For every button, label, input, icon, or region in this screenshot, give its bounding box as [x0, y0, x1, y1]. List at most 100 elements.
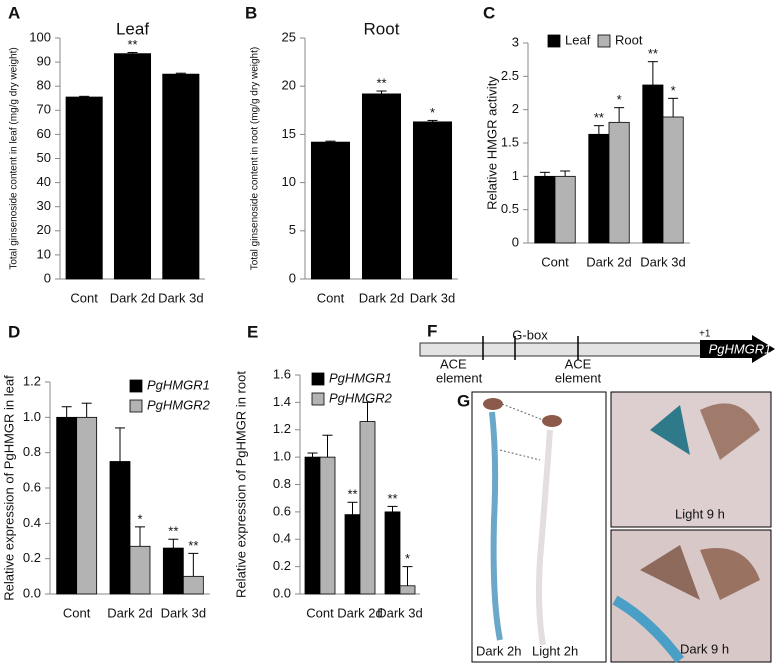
y-tick-label: 1.2 — [23, 373, 41, 388]
bar — [76, 416, 98, 595]
y-tick-label: 0 — [289, 270, 296, 285]
x-tick-label: Dark 2d — [359, 290, 405, 305]
chart-title: Leaf — [116, 19, 149, 38]
y-tick-label: 10 — [37, 246, 51, 261]
panel-letter: A — [8, 3, 20, 22]
y-tick-label: 0.4 — [273, 531, 291, 546]
chart-title: Root — [364, 19, 400, 38]
error-bar — [376, 90, 387, 94]
gene-arrow — [700, 335, 775, 363]
y-tick-label: 1.0 — [273, 449, 291, 464]
bar — [56, 416, 78, 595]
y-tick-label: 1.6 — [273, 366, 291, 381]
error-bar — [188, 552, 199, 577]
y-axis-label: Total ginsenoside content in root (mg/g … — [250, 47, 261, 270]
y-tick-label: 90 — [37, 54, 51, 69]
y-tick-label: 1 — [512, 168, 519, 183]
legend-swatch — [129, 379, 143, 393]
y-tick-label: 80 — [37, 78, 51, 93]
y-axis-label: Relative expression of PgHMGR in root — [233, 371, 248, 598]
bar — [554, 175, 576, 244]
y-tick-label: 0.0 — [273, 585, 291, 600]
significance: ** — [127, 37, 137, 52]
error-bar — [402, 566, 413, 586]
bar — [319, 456, 336, 595]
significance: * — [430, 105, 435, 120]
x-tick-label: Cont — [70, 290, 98, 305]
x-tick-label: Cont — [306, 605, 334, 620]
ace-label: element — [555, 370, 602, 385]
y-axis-label: Total ginsenoside content in leaf (mg/g … — [9, 47, 20, 269]
legend-label: PgHMGR1 — [329, 370, 392, 385]
photo-label: Light 9 h — [675, 506, 725, 521]
y-tick-label: 2 — [512, 101, 519, 116]
significance: * — [617, 92, 622, 107]
legend-swatch — [597, 34, 611, 48]
y-tick-label: 1.4 — [273, 394, 291, 409]
x-tick-label: Dark 3d — [161, 605, 207, 620]
photo-h: H Light 9 h Dark 9 h — [610, 391, 772, 663]
y-tick-label: 100 — [29, 29, 51, 44]
x-tick-label: Dark 3d — [640, 254, 686, 269]
significance: ** — [594, 110, 604, 125]
error-bar — [560, 170, 571, 177]
bar — [129, 545, 151, 595]
significance: ** — [347, 487, 357, 502]
ace-label: ACE — [565, 356, 592, 371]
y-tick-label: 5 — [289, 222, 296, 237]
leaf — [640, 545, 700, 600]
bar — [162, 73, 200, 280]
y-tick-label: 0.4 — [23, 515, 41, 530]
pointer — [499, 449, 541, 461]
legend-swatch — [311, 372, 325, 386]
bar — [182, 575, 204, 595]
y-tick-label: 0.6 — [23, 479, 41, 494]
y-tick-label: 0.2 — [23, 550, 41, 565]
legend-swatch — [547, 34, 561, 48]
panel-letter: C — [483, 3, 495, 22]
x-tick-label: Cont — [317, 290, 345, 305]
error-bar — [168, 538, 179, 549]
error-bar — [79, 95, 90, 98]
photo-label: Light 2h — [532, 643, 578, 658]
stem — [612, 595, 684, 663]
y-tick-label: 0.6 — [273, 503, 291, 518]
bar — [344, 514, 361, 595]
error-bar — [127, 51, 138, 54]
bar — [162, 547, 184, 595]
error-bar — [647, 61, 658, 85]
y-axis-label: Relative expression of PgHMGR in leaf — [1, 375, 16, 601]
y-tick-label: 1.2 — [273, 421, 291, 436]
y-tick-label: 1.0 — [23, 409, 41, 424]
significance: * — [405, 551, 410, 566]
bar — [65, 96, 103, 280]
seedling — [489, 411, 503, 641]
y-axis-label: Relative HMGR activity — [484, 76, 499, 210]
panel-letter: E — [247, 322, 258, 341]
error-bar — [307, 452, 318, 458]
significance: ** — [387, 491, 397, 506]
bar — [113, 53, 152, 280]
legend-label: Leaf — [565, 32, 591, 47]
x-tick-label: Dark 3d — [377, 605, 423, 620]
y-tick-label: 20 — [37, 222, 51, 237]
cotyledon — [542, 415, 562, 427]
y-tick-label: 3 — [512, 34, 519, 49]
ace-label: element — [436, 370, 483, 385]
x-tick-label: Cont — [63, 605, 91, 620]
error-bar — [115, 427, 125, 462]
x-tick-label: Dark 2d — [586, 254, 632, 269]
error-bar — [175, 72, 186, 75]
y-tick-label: 60 — [37, 126, 51, 141]
start-label: +1 — [699, 329, 711, 340]
error-bar — [325, 140, 336, 143]
x-tick-label: Dark 2d — [110, 290, 156, 305]
y-tick-label: 70 — [37, 102, 51, 117]
y-tick-label: 0.5 — [501, 201, 519, 216]
significance: ** — [376, 75, 386, 90]
error-bar — [427, 119, 438, 122]
legend-label: Root — [615, 32, 643, 47]
panel-letter: B — [245, 3, 257, 22]
error-bar — [81, 402, 92, 418]
